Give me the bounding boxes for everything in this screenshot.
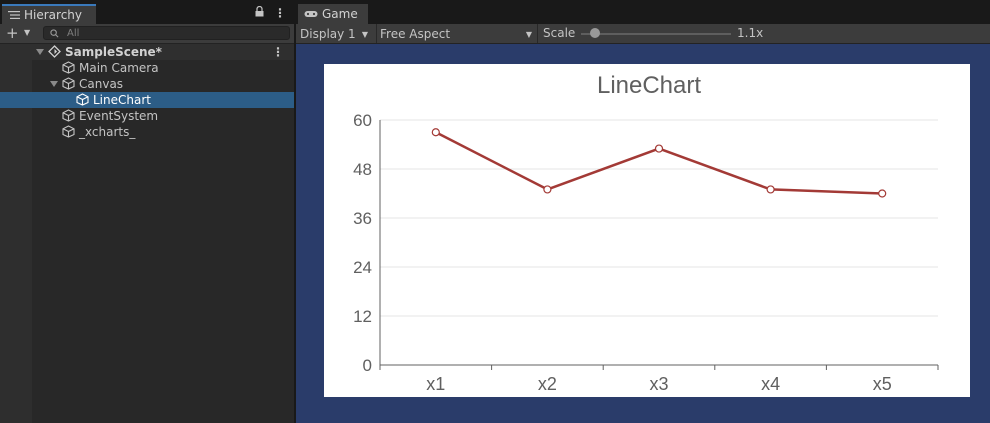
hierarchy-panel: Hierarchy ⋮ + ▼ All <box>0 0 294 423</box>
unity-scene-icon <box>48 45 61 58</box>
chevron-down-icon: ▼ <box>361 30 368 39</box>
tree-item-eventsystem[interactable]: EventSystem <box>0 108 294 124</box>
aspect-dropdown-value: Free Aspect <box>380 26 451 41</box>
list-icon <box>8 11 20 19</box>
data-point <box>878 189 887 198</box>
y-tick-label: 12 <box>353 307 372 326</box>
game-tabstrip: Game <box>296 0 990 24</box>
tree-item-label: _xcharts_ <box>79 125 136 139</box>
tree-item-canvas[interactable]: Canvas <box>0 76 294 92</box>
game-toolbar: Display 1 ▼ Free Aspect ▼ Scale 1.1x <box>296 24 990 44</box>
tab-hierarchy[interactable]: Hierarchy <box>2 4 96 24</box>
scale-slider-track[interactable] <box>581 33 731 35</box>
tab-game-label: Game <box>322 7 358 21</box>
tree-item-label: EventSystem <box>79 109 159 123</box>
gamepad-icon <box>304 11 318 17</box>
tree-item-label: Main Camera <box>79 61 159 75</box>
x-tick-label: x1 <box>426 374 445 394</box>
game-panel: Game Display 1 ▼ Free Aspect ▼ Scale 1.1… <box>296 0 990 423</box>
tree-item-xcharts[interactable]: _xcharts_ <box>0 124 294 140</box>
hierarchy-toolbar: + ▼ All <box>0 24 294 44</box>
expand-arrow-icon[interactable] <box>36 48 44 56</box>
toolbar-separator <box>376 24 377 43</box>
add-icon[interactable]: + <box>6 24 19 42</box>
x-tick-label: x3 <box>649 374 668 394</box>
gameobject-cube-icon <box>62 125 75 138</box>
scene-row[interactable]: SampleScene* ⋮ <box>0 44 294 60</box>
search-placeholder: All <box>67 27 80 39</box>
data-point <box>654 144 664 153</box>
y-tick-label: 48 <box>353 160 372 179</box>
tab-game[interactable]: Game <box>298 4 368 24</box>
display-dropdown[interactable]: Display 1 ▼ <box>300 25 372 42</box>
tree-item-main-camera[interactable]: Main Camera <box>0 60 294 76</box>
tree-item-label: LineChart <box>93 93 151 107</box>
y-tick-label: 36 <box>353 209 372 228</box>
panel-menu-icon[interactable]: ⋮ <box>274 6 286 20</box>
chart-title: LineChart <box>597 72 701 99</box>
scene-menu-icon[interactable]: ⋮ <box>272 45 284 59</box>
scale-slider-handle[interactable] <box>590 28 600 38</box>
search-input[interactable]: All <box>43 26 290 40</box>
tab-hierarchy-label: Hierarchy <box>24 8 83 22</box>
data-point <box>431 128 440 137</box>
line-chart: LineChart 0 12 24 36 48 60 x1 x2 x3 x4 x5 <box>324 64 970 397</box>
y-tick-label: 60 <box>353 111 372 130</box>
expand-arrow-icon[interactable] <box>50 80 58 88</box>
hierarchy-tabstrip: Hierarchy ⋮ <box>0 0 294 24</box>
scale-value: 1.1x <box>737 26 764 40</box>
y-tick-label: 24 <box>353 258 372 277</box>
tree-item-label: Canvas <box>79 77 124 91</box>
hierarchy-tree: SampleScene* ⋮ Main Camera Canvas <box>0 44 294 423</box>
gameobject-cube-icon <box>62 61 75 74</box>
scale-label: Scale <box>543 26 576 40</box>
gameobject-cube-icon <box>76 93 89 106</box>
series-line <box>435 131 883 195</box>
line-chart-svg: LineChart 0 12 24 36 48 60 x1 x2 x3 x4 x5 <box>353 72 939 394</box>
chevron-down-icon: ▼ <box>525 30 532 39</box>
add-dropdown-caret-icon[interactable]: ▼ <box>24 28 31 37</box>
search-icon <box>50 28 59 37</box>
toolbar-separator <box>537 24 538 43</box>
game-viewport[interactable]: LineChart 0 12 24 36 48 60 x1 x2 x3 x4 x5 <box>296 44 990 423</box>
scene-name: SampleScene* <box>65 45 162 59</box>
x-tick-label: x2 <box>538 374 557 394</box>
x-tick-label: x5 <box>873 374 892 394</box>
data-point <box>766 185 775 194</box>
tree-item-linechart[interactable]: LineChart <box>0 92 294 108</box>
gameobject-cube-icon <box>62 77 75 90</box>
y-tick-label: 0 <box>363 356 372 375</box>
gameobject-cube-icon <box>62 109 75 122</box>
display-dropdown-value: Display 1 <box>300 26 356 41</box>
x-tick-label: x4 <box>761 374 780 394</box>
aspect-dropdown[interactable]: Free Aspect ▼ <box>380 25 536 42</box>
lock-icon[interactable] <box>255 6 264 17</box>
panel-divider[interactable] <box>294 0 296 423</box>
data-point <box>543 185 552 194</box>
